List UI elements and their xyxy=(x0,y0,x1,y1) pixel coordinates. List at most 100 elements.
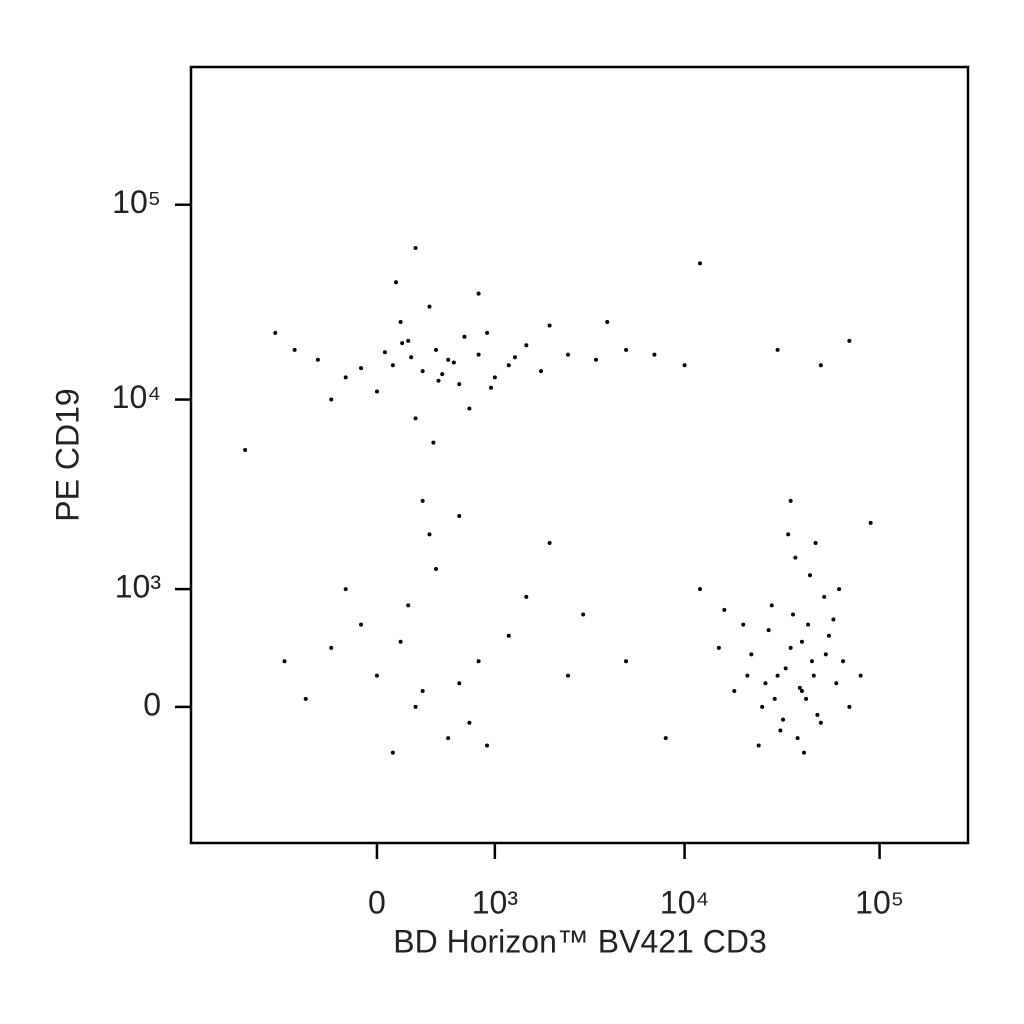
data-point xyxy=(420,689,425,694)
data-point xyxy=(374,673,379,678)
data-point xyxy=(329,645,334,650)
data-point xyxy=(566,673,571,678)
data-point xyxy=(476,291,481,296)
data-point xyxy=(826,633,831,638)
data-point xyxy=(282,659,287,664)
data-point xyxy=(756,743,761,748)
data-point xyxy=(581,612,586,617)
data-point xyxy=(769,603,774,608)
data-point xyxy=(697,261,702,266)
data-point xyxy=(778,728,783,733)
data-point xyxy=(566,352,571,357)
data-point xyxy=(400,341,405,346)
data-point xyxy=(831,617,836,622)
data-point xyxy=(512,355,517,360)
data-point xyxy=(457,514,462,519)
data-point xyxy=(446,357,451,362)
plot-frame xyxy=(189,65,970,845)
data-point xyxy=(847,704,852,709)
y-tick-label: 10³ xyxy=(115,569,162,605)
data-point xyxy=(868,520,873,525)
data-point xyxy=(413,704,418,709)
data-point xyxy=(815,712,820,717)
data-point xyxy=(406,603,411,608)
data-point xyxy=(663,736,668,741)
data-point xyxy=(409,355,414,360)
data-point xyxy=(413,416,418,421)
data-point xyxy=(343,587,348,592)
data-point xyxy=(343,375,348,380)
y-axis-title: PE CD19 xyxy=(49,388,85,521)
data-point xyxy=(446,736,451,741)
data-point xyxy=(786,532,791,537)
data-point xyxy=(440,372,445,377)
data-point xyxy=(775,347,780,352)
data-point xyxy=(467,406,472,411)
data-point xyxy=(788,645,793,650)
data-point xyxy=(799,639,804,644)
data-point xyxy=(359,622,364,627)
data-point xyxy=(406,338,411,343)
data-point xyxy=(841,659,846,664)
data-point xyxy=(303,696,308,701)
data-point xyxy=(823,652,828,657)
data-point xyxy=(652,352,657,357)
data-point xyxy=(749,652,754,657)
data-point xyxy=(420,369,425,374)
data-point xyxy=(783,666,788,671)
data-point xyxy=(791,612,796,617)
data-point xyxy=(804,696,809,701)
data-point xyxy=(451,360,456,365)
data-point xyxy=(390,750,395,755)
data-point xyxy=(809,659,814,664)
data-point xyxy=(834,681,839,686)
data-point xyxy=(485,743,490,748)
data-point xyxy=(624,659,629,664)
data-point xyxy=(793,555,798,560)
data-point xyxy=(433,347,438,352)
data-point xyxy=(811,673,816,678)
data-point xyxy=(436,378,441,383)
data-point xyxy=(382,350,387,355)
data-point xyxy=(467,720,472,725)
data-point xyxy=(808,573,813,578)
data-point xyxy=(732,689,737,694)
data-point xyxy=(806,622,811,627)
data-point xyxy=(315,357,320,362)
data-point xyxy=(427,532,432,537)
data-point xyxy=(822,594,827,599)
data-point xyxy=(374,389,379,394)
data-point xyxy=(506,633,511,638)
x-tick-label: 10⁴ xyxy=(660,884,709,920)
data-point xyxy=(624,347,629,352)
data-point xyxy=(797,685,802,690)
data-point xyxy=(433,566,438,571)
data-point xyxy=(524,594,529,599)
data-point xyxy=(775,673,780,678)
data-point xyxy=(398,639,403,644)
data-point xyxy=(292,347,297,352)
data-point xyxy=(818,720,823,725)
data-point xyxy=(329,397,334,402)
x-axis-title: BD Horizon™ BV421 CD3 xyxy=(393,923,766,959)
data-point xyxy=(788,498,793,503)
y-tick-label: 0 xyxy=(143,686,161,722)
data-point xyxy=(745,673,750,678)
data-point xyxy=(837,587,842,592)
data-point xyxy=(457,382,462,387)
data-point xyxy=(697,587,702,592)
data-point xyxy=(489,385,494,390)
x-tick-label: 0 xyxy=(368,884,386,920)
data-point xyxy=(682,363,687,368)
data-point xyxy=(594,357,599,362)
data-point xyxy=(398,320,403,325)
y-tick-label: 10⁴ xyxy=(112,379,161,415)
data-point xyxy=(273,330,278,335)
data-point xyxy=(605,320,610,325)
data-point xyxy=(393,280,398,285)
data-point xyxy=(547,323,552,328)
data-point xyxy=(547,540,552,545)
data-point xyxy=(766,628,771,633)
data-point xyxy=(818,363,823,368)
